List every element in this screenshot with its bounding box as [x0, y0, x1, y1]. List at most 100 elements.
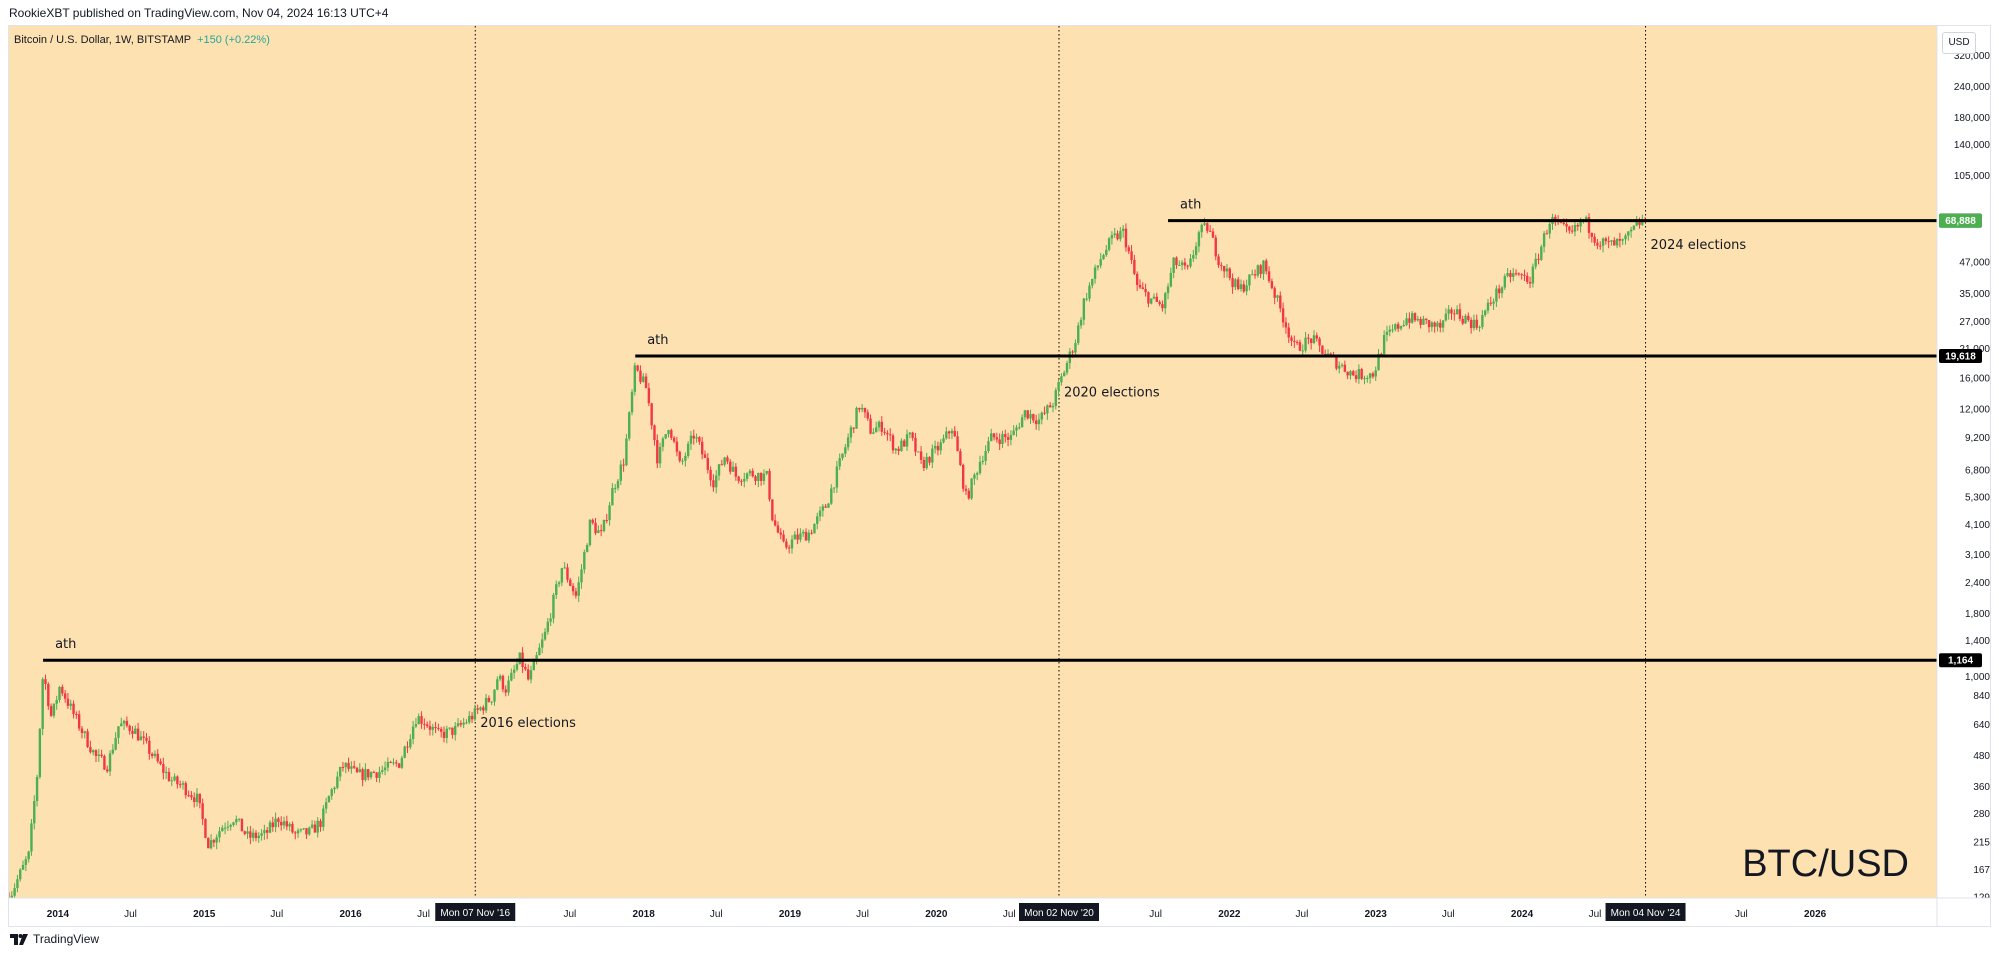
candle [181, 780, 185, 790]
candle-body [1528, 282, 1532, 284]
candle [507, 675, 510, 696]
candle [1164, 291, 1167, 315]
candle [686, 441, 690, 459]
time-axis[interactable]: 2014 Jul 2015 Jul 2016 Jul Jul 2018 Jul 2019 Jul 20… [9, 26, 1990, 926]
candle-body [552, 594, 555, 619]
price-tick-label: 47,000 [1959, 257, 1990, 268]
candle-body [762, 473, 766, 481]
plot-background[interactable] [9, 26, 1937, 898]
candle [1192, 249, 1195, 262]
candle-body [33, 801, 36, 824]
candle [1396, 321, 1400, 333]
candle [543, 628, 547, 641]
candle-body [52, 703, 56, 716]
candle-body [967, 490, 970, 499]
candle-body [799, 533, 802, 540]
candle-body [748, 470, 752, 474]
candle-body [889, 434, 892, 436]
candle [30, 819, 33, 856]
candle [1144, 283, 1147, 297]
candle-body [1425, 318, 1428, 321]
candle-body [395, 762, 398, 764]
time-tick-label: Jul [124, 909, 137, 920]
candle [571, 583, 575, 596]
time-tick-label: Jul [1589, 909, 1602, 920]
candle [330, 787, 333, 800]
candle-body [981, 460, 985, 462]
candle-body [1624, 235, 1627, 240]
plot-area[interactable]: BTC/USD ath ath ath 2016 elections 2020 elect… [9, 26, 1937, 909]
candle [802, 529, 805, 537]
candle [44, 674, 47, 690]
candle-body [496, 679, 499, 690]
candle-body [961, 464, 965, 489]
candle [1267, 266, 1271, 283]
candle-body [813, 523, 816, 534]
candle-body [1509, 273, 1512, 277]
candle [375, 772, 378, 783]
candle-body [1461, 318, 1464, 324]
price-label-text: 68,888 [1945, 216, 1976, 227]
candle-body [844, 447, 847, 454]
candle-body [928, 456, 931, 463]
candle-body [487, 697, 491, 702]
candle-body [1253, 274, 1257, 276]
candle [790, 535, 794, 554]
candle [190, 791, 193, 801]
candle-body [863, 407, 867, 413]
candle-body [1251, 274, 1254, 276]
candle [1450, 307, 1453, 320]
candle [922, 456, 926, 471]
candle-body [16, 879, 19, 889]
candle-body [1486, 302, 1490, 311]
footer-brand[interactable]: TradingView [10, 932, 99, 946]
time-tick-label: 2016 [339, 909, 362, 920]
candle [779, 528, 782, 540]
candle [1607, 236, 1610, 249]
symbol-name: Bitcoin / U.S. Dollar, 1W, BITSTAMP [14, 34, 192, 46]
candle-body [905, 434, 909, 447]
candle [1208, 225, 1212, 232]
candle [813, 523, 816, 534]
candle-body [978, 461, 982, 474]
candle [552, 592, 555, 624]
candle-body [1343, 364, 1347, 372]
candle [1217, 253, 1220, 268]
candle [316, 817, 319, 838]
candle [58, 685, 61, 703]
candle [77, 710, 81, 731]
candle [518, 652, 521, 665]
price-axis[interactable]: 320,000 240,000 180,000 140,000 105,000 47,00… [1937, 26, 1990, 904]
candle [824, 503, 827, 508]
price-axis-background[interactable] [1937, 26, 1990, 898]
currency-button[interactable]: USD [1942, 32, 1976, 54]
candle [1006, 432, 1010, 447]
candle-body [751, 470, 754, 477]
candle [1295, 339, 1299, 346]
candle-body [771, 499, 774, 521]
candle-body [1371, 373, 1375, 377]
candle-body [1321, 345, 1324, 354]
candle-body [883, 431, 886, 433]
candle [156, 749, 159, 764]
candle-body [1169, 272, 1173, 287]
candle [1604, 236, 1608, 245]
price-chart[interactable]: BTC/USD ath ath ath 2016 elections 2020 elect… [9, 26, 1990, 926]
candle-body [1453, 313, 1456, 315]
candle [372, 770, 376, 774]
candle [299, 828, 303, 833]
candle [142, 731, 145, 745]
candle-body [891, 435, 895, 451]
candle-body [678, 451, 681, 461]
candle-body [1107, 238, 1111, 250]
candle [723, 456, 726, 467]
time-axis-background[interactable] [9, 898, 1990, 926]
candle [100, 749, 103, 758]
candle [726, 455, 729, 465]
candle [639, 365, 642, 385]
candle-body [1467, 315, 1470, 320]
candle-body [852, 427, 855, 429]
candle [1040, 411, 1043, 425]
candle [1514, 269, 1518, 276]
candle-body [476, 708, 479, 710]
